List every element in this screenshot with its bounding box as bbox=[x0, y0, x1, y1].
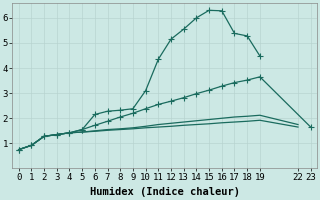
X-axis label: Humidex (Indice chaleur): Humidex (Indice chaleur) bbox=[90, 187, 240, 197]
